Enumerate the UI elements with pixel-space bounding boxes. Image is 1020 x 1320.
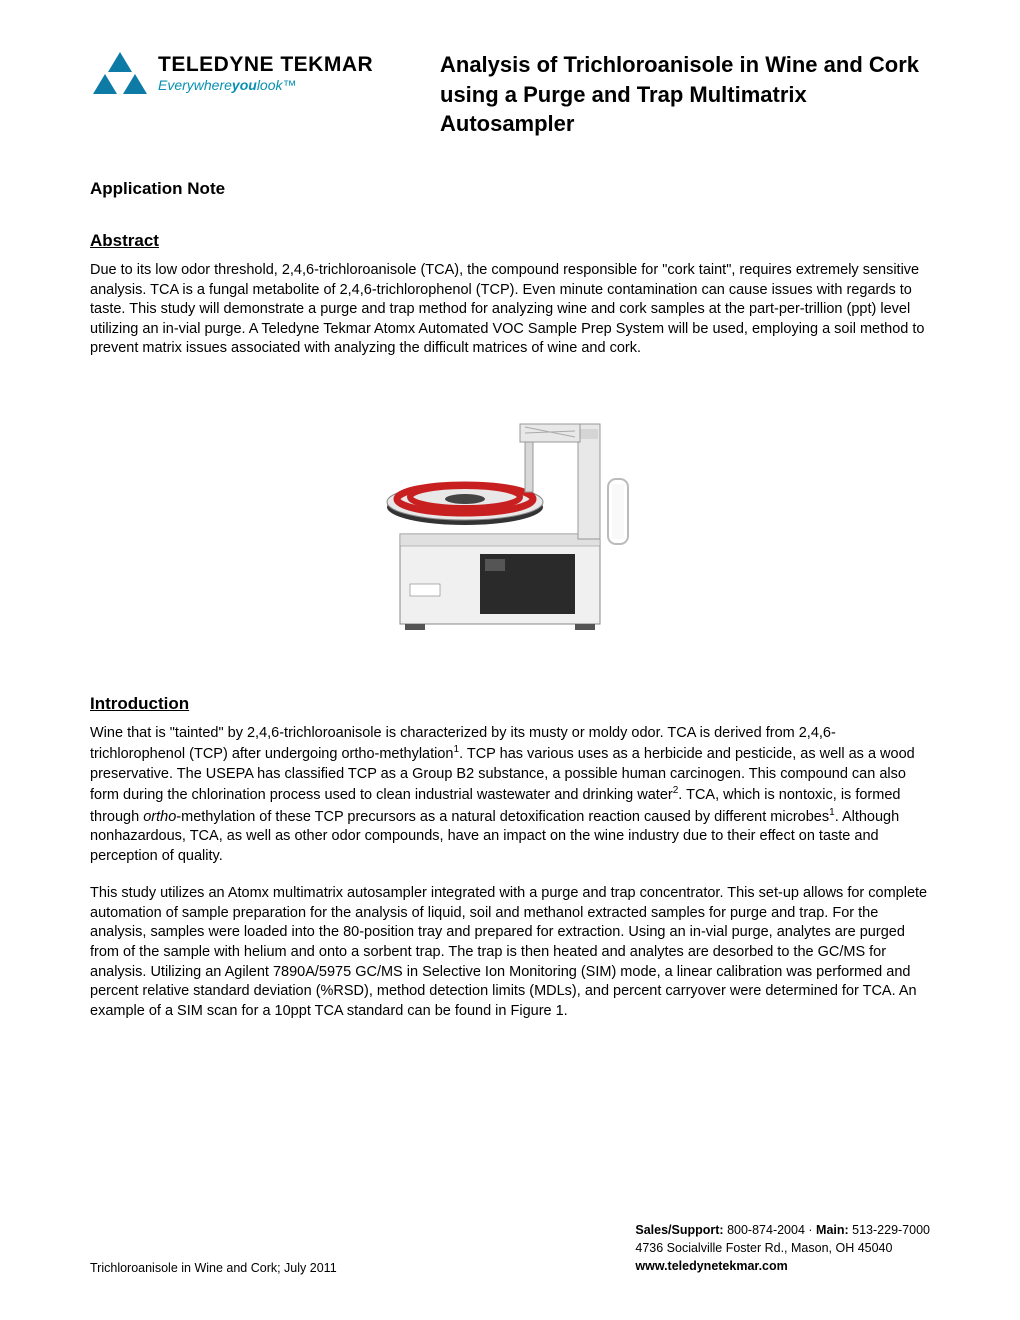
teledyne-logo-icon	[90, 50, 150, 95]
intro-ortho-italic: ortho	[143, 809, 176, 825]
footer-website: www.teledynetekmar.com	[635, 1257, 930, 1275]
instrument-image	[370, 389, 650, 649]
document-title: Analysis of Trichloroanisole in Wine and…	[440, 50, 930, 139]
abstract-text: Due to its low odor threshold, 2,4,6-tri…	[90, 261, 930, 359]
sales-value: 800-874-2004 ·	[724, 1223, 816, 1237]
logo-block: TELEDYNE TEKMAR Everywhereyoulook™	[90, 50, 390, 95]
application-note-label: Application Note	[90, 179, 930, 199]
header: TELEDYNE TEKMAR Everywhereyoulook™ Analy…	[90, 50, 930, 139]
main-value: 513-229-7000	[849, 1223, 930, 1237]
introduction-heading: Introduction	[90, 694, 930, 714]
footer: Trichloroanisole in Wine and Cork; July …	[90, 1221, 930, 1275]
sales-label: Sales/Support:	[635, 1223, 723, 1237]
footer-right: Sales/Support: 800-874-2004 · Main: 513-…	[635, 1221, 930, 1275]
footer-address: 4736 Socialville Foster Rd., Mason, OH 4…	[635, 1239, 930, 1257]
tagline-post: look	[257, 77, 283, 93]
introduction-p2: This study utilizes an Atomx multimatrix…	[90, 884, 930, 1021]
title-block: Analysis of Trichloroanisole in Wine and…	[390, 50, 930, 139]
intro-p1-d: -methylation of these TCP precursors as …	[176, 809, 829, 825]
logo: TELEDYNE TEKMAR Everywhereyoulook™	[90, 50, 390, 95]
logo-text: TELEDYNE TEKMAR Everywhereyoulook™	[158, 53, 373, 93]
logo-company-name: TELEDYNE TEKMAR	[158, 53, 373, 77]
logo-tagline: Everywhereyoulook™	[158, 77, 373, 93]
tagline-bold: you	[232, 77, 257, 93]
abstract-heading: Abstract	[90, 231, 930, 251]
footer-left: Trichloroanisole in Wine and Cork; July …	[90, 1261, 337, 1275]
tagline-tm: ™	[283, 77, 297, 93]
introduction-p1: Wine that is "tainted" by 2,4,6-trichlor…	[90, 724, 930, 866]
instrument-figure	[90, 389, 930, 654]
footer-contact-line: Sales/Support: 800-874-2004 · Main: 513-…	[635, 1221, 930, 1239]
main-label: Main:	[816, 1223, 849, 1237]
tagline-pre: Everywhere	[158, 77, 232, 93]
